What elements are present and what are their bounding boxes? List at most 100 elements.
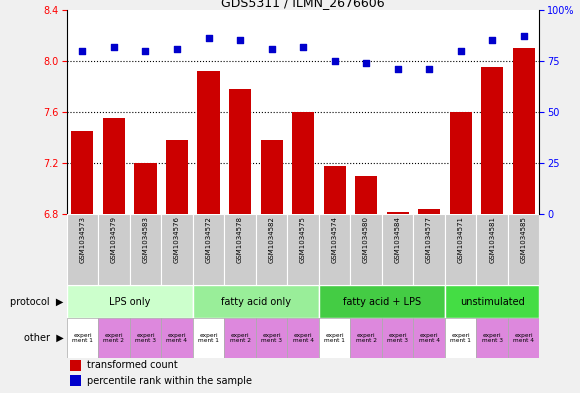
Text: unstimulated: unstimulated <box>460 297 524 307</box>
Text: GSM1034584: GSM1034584 <box>394 216 401 263</box>
Text: transformed count: transformed count <box>87 360 178 371</box>
Bar <box>508 318 539 358</box>
Title: GDS5311 / ILMN_2676606: GDS5311 / ILMN_2676606 <box>221 0 385 9</box>
Bar <box>513 48 535 214</box>
Text: experi
ment 1: experi ment 1 <box>72 332 93 343</box>
Bar <box>256 214 287 285</box>
Bar <box>197 71 220 214</box>
Bar <box>130 214 161 285</box>
Bar <box>70 375 81 386</box>
Bar <box>508 214 539 285</box>
Text: GSM1034576: GSM1034576 <box>174 216 180 263</box>
Bar <box>319 285 445 318</box>
Text: experi
ment 4: experi ment 4 <box>513 332 534 343</box>
Point <box>298 44 307 50</box>
Text: experi
ment 2: experi ment 2 <box>230 332 251 343</box>
Point <box>109 44 119 50</box>
Bar <box>193 214 224 285</box>
Text: GSM1034581: GSM1034581 <box>489 216 495 263</box>
Point <box>141 48 150 54</box>
Bar <box>355 176 377 214</box>
Bar <box>70 360 81 371</box>
Text: GSM1034571: GSM1034571 <box>458 216 463 263</box>
Text: experi
ment 2: experi ment 2 <box>356 332 376 343</box>
Point <box>330 58 339 64</box>
Bar <box>224 318 256 358</box>
Point <box>456 48 465 54</box>
Text: experi
ment 3: experi ment 3 <box>135 332 156 343</box>
Bar <box>445 285 539 318</box>
Bar <box>193 318 224 358</box>
Point <box>172 46 182 52</box>
Bar <box>445 318 476 358</box>
Text: protocol  ▶: protocol ▶ <box>10 297 64 307</box>
Bar <box>193 285 319 318</box>
Text: LPS only: LPS only <box>109 297 150 307</box>
Bar <box>67 214 98 285</box>
Point <box>361 60 371 66</box>
Text: GSM1034577: GSM1034577 <box>426 216 432 263</box>
Bar <box>350 214 382 285</box>
Bar <box>229 89 251 214</box>
Bar <box>292 112 314 214</box>
Bar <box>319 318 350 358</box>
Bar <box>135 163 157 214</box>
Point <box>425 66 434 72</box>
Bar <box>256 318 287 358</box>
Text: GSM1034574: GSM1034574 <box>332 216 338 263</box>
Point <box>487 37 496 44</box>
Text: experi
ment 2: experi ment 2 <box>103 332 125 343</box>
Bar <box>103 118 125 214</box>
Text: experi
ment 3: experi ment 3 <box>481 332 503 343</box>
Bar <box>386 211 409 214</box>
Point <box>78 48 87 54</box>
Text: percentile rank within the sample: percentile rank within the sample <box>87 376 252 386</box>
Bar <box>324 165 346 214</box>
Bar <box>224 214 256 285</box>
Bar <box>450 112 472 214</box>
Bar <box>382 214 414 285</box>
Text: experi
ment 4: experi ment 4 <box>419 332 440 343</box>
Text: other  ▶: other ▶ <box>24 333 64 343</box>
Text: GSM1034572: GSM1034572 <box>205 216 212 263</box>
Bar <box>287 318 319 358</box>
Text: GSM1034582: GSM1034582 <box>269 216 274 263</box>
Bar <box>67 285 193 318</box>
Bar <box>418 209 440 214</box>
Text: GSM1034579: GSM1034579 <box>111 216 117 263</box>
Point <box>519 33 528 40</box>
Bar <box>350 318 382 358</box>
Point <box>204 35 213 42</box>
Bar <box>71 131 93 214</box>
Point <box>267 46 276 52</box>
Bar <box>98 318 130 358</box>
Bar <box>319 214 350 285</box>
Text: GSM1034578: GSM1034578 <box>237 216 243 263</box>
Text: fatty acid + LPS: fatty acid + LPS <box>343 297 421 307</box>
Bar <box>481 67 503 214</box>
Bar <box>166 140 188 214</box>
Bar <box>161 318 193 358</box>
Text: experi
ment 1: experi ment 1 <box>450 332 471 343</box>
Bar <box>476 214 508 285</box>
Text: experi
ment 1: experi ment 1 <box>198 332 219 343</box>
Text: experi
ment 1: experi ment 1 <box>324 332 345 343</box>
Bar <box>130 318 161 358</box>
Bar <box>414 318 445 358</box>
Point <box>235 37 245 44</box>
Text: experi
ment 4: experi ment 4 <box>166 332 187 343</box>
Text: GSM1034580: GSM1034580 <box>363 216 369 263</box>
Bar <box>287 214 319 285</box>
Point <box>393 66 403 72</box>
Text: GSM1034583: GSM1034583 <box>143 216 148 263</box>
Text: GSM1034585: GSM1034585 <box>521 216 527 263</box>
Bar <box>445 214 476 285</box>
Text: experi
ment 3: experi ment 3 <box>261 332 282 343</box>
Bar <box>414 214 445 285</box>
Text: GSM1034573: GSM1034573 <box>79 216 85 263</box>
Bar <box>260 140 282 214</box>
Text: experi
ment 4: experi ment 4 <box>292 332 314 343</box>
Text: GSM1034575: GSM1034575 <box>300 216 306 263</box>
Bar <box>67 318 98 358</box>
Bar <box>161 214 193 285</box>
